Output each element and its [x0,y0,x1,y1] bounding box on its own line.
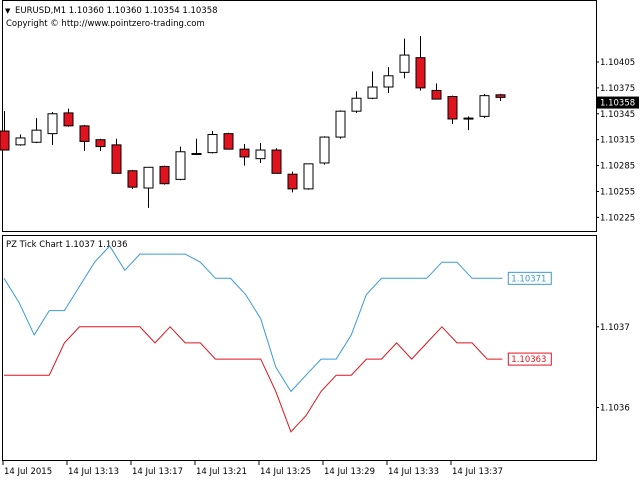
tick-price-axis: 1.1037 1.1036 [596,323,630,414]
candle-bullish [335,110,346,138]
candle-bullish [383,75,394,88]
tick-line-bid [4,326,503,433]
main-price-axis: 1.10405 1.10375 1.10345 1.10315 1.10285 1.102… [596,58,639,223]
tick-line-ask [3,245,503,393]
price-tick-label: 1.10405 [600,58,635,68]
time-tick-label: 14 Jul 13:33 [388,467,439,477]
symbol-indicator-arrow[interactable]: ▼ [5,7,11,15]
current-price-label: 1.10358 [600,99,635,109]
candle-bullish [351,97,362,112]
candle-bullish [31,129,42,143]
tick-last-box-bid [507,352,552,366]
candle-bullish [479,95,490,117]
price-tick-label: 1.10345 [600,110,635,120]
candle-bearish [495,94,506,98]
candle-bearish [0,130,10,151]
main-chart-frame [2,0,597,232]
candle-bearish [127,170,138,188]
candle-bearish [271,149,282,174]
time-tick-label: 14 Jul 13:29 [324,467,375,477]
candle-bearish [287,173,298,190]
candle-bullish [255,149,266,160]
candle-bearish [239,148,250,158]
candle-bullish [319,136,330,164]
candle-bearish [63,112,74,127]
candle-bearish [95,139,106,148]
time-axis: 14 Jul 2015 14 Jul 13:13 14 Jul 13:17 14 Ju… [2,461,503,477]
candle-bullish [303,163,314,190]
candle-bearish [191,152,202,155]
price-tick-label: 1.10375 [600,84,635,94]
time-tick-label: 14 Jul 13:37 [452,467,503,477]
candle-bearish [431,89,442,100]
candle-bearish [159,165,170,185]
current-price-box [597,96,639,109]
candle-bullish [175,151,186,180]
symbol-ohlc-text: EURUSD,M1 1.10360 1.10360 1.10354 1.1035… [15,6,218,16]
tick-last-box-ask [507,271,552,285]
tick-axis-label: 1.1037 [600,323,630,333]
tick-axis-label: 1.1036 [600,404,630,414]
price-tick-label: 1.10285 [600,162,635,172]
candle-bearish [79,125,90,142]
tick-chart-title: PZ Tick Chart 1.1037 1.1036 [6,240,128,250]
time-tick-label: 14 Jul 2015 [4,467,52,477]
price-tick-label: 1.10225 [600,213,635,223]
price-tick-label: 1.10255 [600,187,635,197]
main-plot [0,36,506,208]
candle-bullish [47,113,58,135]
candle-bullish [143,166,154,189]
candle-bearish [463,117,474,120]
candle-bullish [367,86,378,99]
candle-bearish [415,57,426,89]
candle-bearish [223,133,234,150]
candle-bearish [111,144,122,174]
candle-bearish [447,96,458,120]
tick-chart-frame [2,235,597,461]
price-tick-label: 1.10315 [600,136,635,146]
time-tick-label: 14 Jul 13:21 [196,467,247,477]
tick-plot: 1.10371 1.10363 [3,245,552,433]
tick-last-label-ask: 1.10371 [511,274,546,284]
time-tick-label: 14 Jul 13:13 [68,467,119,477]
copyright-text: Copyright © http://www.pointzero-trading… [6,19,205,29]
time-tick-label: 14 Jul 13:17 [132,467,183,477]
candle-bullish [207,133,218,154]
candle-bullish [15,137,26,146]
time-tick-label: 14 Jul 13:25 [260,467,311,477]
candle-bullish [399,54,410,73]
tick-last-label-bid: 1.10363 [511,355,546,365]
